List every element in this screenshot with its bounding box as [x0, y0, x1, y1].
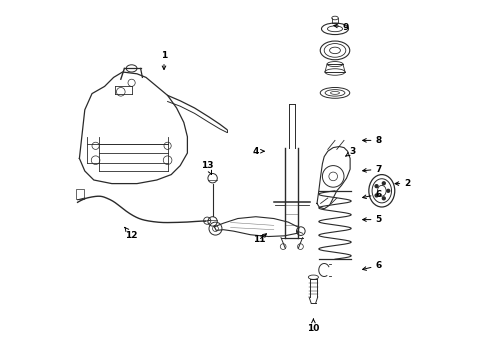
Text: 9: 9 — [334, 22, 349, 31]
Text: 7: 7 — [363, 165, 381, 174]
Circle shape — [382, 182, 385, 185]
Text: 6: 6 — [363, 261, 381, 270]
Text: 6: 6 — [363, 190, 381, 199]
Text: 1: 1 — [161, 51, 167, 69]
Circle shape — [382, 197, 385, 200]
Text: 12: 12 — [125, 227, 138, 240]
Circle shape — [387, 189, 390, 192]
Circle shape — [375, 194, 378, 197]
Text: 3: 3 — [346, 147, 356, 156]
Bar — [76, 189, 84, 199]
Text: 4: 4 — [253, 147, 264, 156]
Text: 8: 8 — [363, 136, 381, 145]
Text: 10: 10 — [307, 319, 319, 333]
Text: 13: 13 — [201, 161, 214, 174]
Text: 2: 2 — [395, 179, 410, 188]
Circle shape — [375, 185, 378, 188]
Text: 11: 11 — [253, 234, 267, 244]
Text: 5: 5 — [363, 215, 381, 224]
